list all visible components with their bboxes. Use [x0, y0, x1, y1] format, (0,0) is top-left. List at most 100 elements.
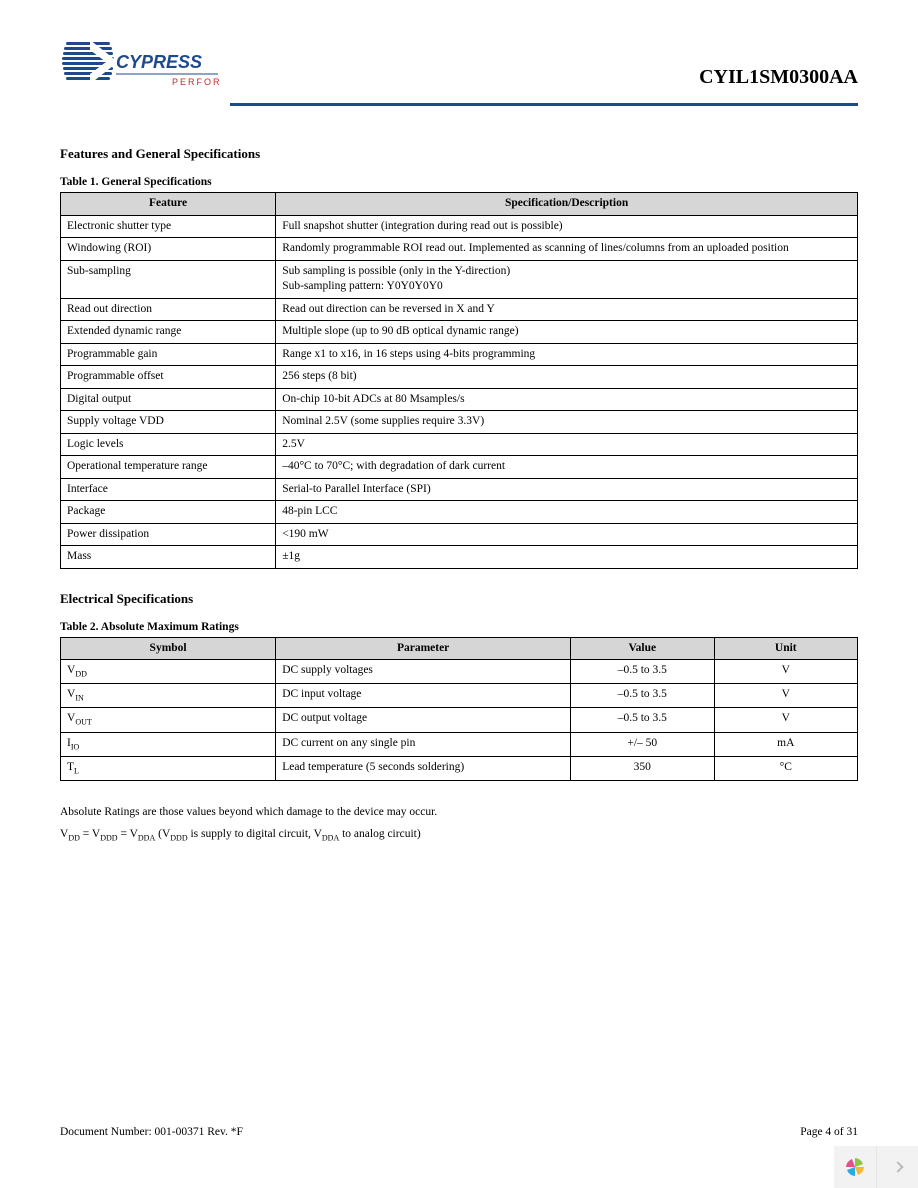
- table-row: InterfaceSerial-to Parallel Interface (S…: [61, 478, 858, 501]
- col-value: Value: [571, 637, 714, 660]
- table-header-row: Symbol Parameter Value Unit: [61, 637, 858, 660]
- table-row: Windowing (ROI)Randomly programmable ROI…: [61, 238, 858, 261]
- pinwheel-icon: [844, 1156, 866, 1178]
- cell-unit: V: [714, 660, 857, 684]
- part-number: CYIL1SM0300AA: [699, 66, 858, 95]
- cell-spec: ±1g: [276, 546, 858, 569]
- table-row: Programmable offset256 steps (8 bit): [61, 366, 858, 389]
- header-rule: [230, 103, 858, 106]
- cell-spec: Serial-to Parallel Interface (SPI): [276, 478, 858, 501]
- table1-caption: Table 1. General Specifications: [60, 176, 858, 188]
- cell-feature: Supply voltage VDD: [61, 411, 276, 434]
- cell-spec: 48-pin LCC: [276, 501, 858, 524]
- section-title-electrical: Electrical Specifications: [60, 591, 858, 607]
- cell-feature: Mass: [61, 546, 276, 569]
- col-parameter: Parameter: [276, 637, 571, 660]
- abs-ratings-note: Absolute Ratings are those values beyond…: [60, 803, 858, 821]
- doc-number: Document Number: 001-00371 Rev. *F: [60, 1126, 243, 1138]
- chevron-right-icon: [892, 1161, 903, 1172]
- table-row: VINDC input voltage–0.5 to 3.5V: [61, 684, 858, 708]
- table-row: Sub-samplingSub sampling is possible (on…: [61, 260, 858, 298]
- cell-spec: 2.5V: [276, 433, 858, 456]
- viewer-corner-widget: [834, 1146, 918, 1188]
- cell-feature: Interface: [61, 478, 276, 501]
- cell-value: –0.5 to 3.5: [571, 684, 714, 708]
- cell-spec: –40°C to 70°C; with degradation of dark …: [276, 456, 858, 479]
- table-row: Power dissipation<190 mW: [61, 523, 858, 546]
- cell-symbol: VDD: [61, 660, 276, 684]
- cell-value: –0.5 to 3.5: [571, 708, 714, 732]
- cell-feature: Electronic shutter type: [61, 215, 276, 238]
- cell-symbol: VIN: [61, 684, 276, 708]
- page-number: Page 4 of 31: [800, 1126, 858, 1138]
- cell-feature: Windowing (ROI): [61, 238, 276, 261]
- cell-spec: <190 mW: [276, 523, 858, 546]
- col-spec: Specification/Description: [276, 193, 858, 216]
- table-row: VDDDC supply voltages–0.5 to 3.5V: [61, 660, 858, 684]
- cell-feature: Programmable gain: [61, 343, 276, 366]
- cypress-logo: CYPRESS PERFORM: [60, 30, 220, 95]
- table-row: VOUTDC output voltage–0.5 to 3.5V: [61, 708, 858, 732]
- cell-feature: Read out direction: [61, 298, 276, 321]
- cell-spec: Sub sampling is possible (only in the Y-…: [276, 260, 858, 298]
- col-unit: Unit: [714, 637, 857, 660]
- cell-spec: Read out direction can be reversed in X …: [276, 298, 858, 321]
- logo-text-top: CYPRESS: [116, 52, 202, 72]
- cell-symbol: TL: [61, 756, 276, 780]
- cell-unit: V: [714, 708, 857, 732]
- table-row: IIODC current on any single pin+/– 50mA: [61, 732, 858, 756]
- logo-svg: CYPRESS PERFORM: [60, 30, 220, 95]
- col-symbol: Symbol: [61, 637, 276, 660]
- cell-spec: Multiple slope (up to 90 dB optical dyna…: [276, 321, 858, 344]
- cell-parameter: DC input voltage: [276, 684, 571, 708]
- cell-feature: Package: [61, 501, 276, 524]
- cell-unit: V: [714, 684, 857, 708]
- cell-spec: Nominal 2.5V (some supplies require 3.3V…: [276, 411, 858, 434]
- page-footer: Document Number: 001-00371 Rev. *F Page …: [60, 1126, 858, 1138]
- table-row: Digital outputOn-chip 10-bit ADCs at 80 …: [61, 388, 858, 411]
- cell-feature: Power dissipation: [61, 523, 276, 546]
- table-row: Logic levels2.5V: [61, 433, 858, 456]
- cell-spec: Full snapshot shutter (integration durin…: [276, 215, 858, 238]
- cell-spec: 256 steps (8 bit): [276, 366, 858, 389]
- cell-feature: Programmable offset: [61, 366, 276, 389]
- table-abs-max-ratings: Symbol Parameter Value Unit VDDDC supply…: [60, 637, 858, 781]
- cell-symbol: IIO: [61, 732, 276, 756]
- cell-parameter: DC current on any single pin: [276, 732, 571, 756]
- table-row: TLLead temperature (5 seconds soldering)…: [61, 756, 858, 780]
- viewer-logo-tile[interactable]: [834, 1146, 876, 1188]
- table-header-row: Feature Specification/Description: [61, 193, 858, 216]
- cell-unit: mA: [714, 732, 857, 756]
- cell-value: +/– 50: [571, 732, 714, 756]
- table-row: Supply voltage VDDNominal 2.5V (some sup…: [61, 411, 858, 434]
- cell-symbol: VOUT: [61, 708, 276, 732]
- cell-parameter: DC output voltage: [276, 708, 571, 732]
- table-row: Operational temperature range–40°C to 70…: [61, 456, 858, 479]
- table-row: Programmable gainRange x1 to x16, in 16 …: [61, 343, 858, 366]
- page: CYPRESS PERFORM CYIL1SM0300AA Features a…: [0, 0, 918, 1188]
- table-row: Electronic shutter typeFull snapshot shu…: [61, 215, 858, 238]
- table-row: Read out directionRead out direction can…: [61, 298, 858, 321]
- table-row: Mass±1g: [61, 546, 858, 569]
- cell-spec: Randomly programmable ROI read out. Impl…: [276, 238, 858, 261]
- cell-parameter: Lead temperature (5 seconds soldering): [276, 756, 571, 780]
- cell-feature: Logic levels: [61, 433, 276, 456]
- cell-value: –0.5 to 3.5: [571, 660, 714, 684]
- cell-feature: Sub-sampling: [61, 260, 276, 298]
- table2-caption: Table 2. Absolute Maximum Ratings: [60, 621, 858, 633]
- col-feature: Feature: [61, 193, 276, 216]
- cell-spec: Range x1 to x16, in 16 steps using 4-bit…: [276, 343, 858, 366]
- cell-parameter: DC supply voltages: [276, 660, 571, 684]
- cell-feature: Operational temperature range: [61, 456, 276, 479]
- cell-value: 350: [571, 756, 714, 780]
- page-header: CYPRESS PERFORM CYIL1SM0300AA: [60, 30, 858, 95]
- section-title-features: Features and General Specifications: [60, 146, 858, 162]
- table-row: Package48-pin LCC: [61, 501, 858, 524]
- table-general-specs: Feature Specification/Description Electr…: [60, 192, 858, 569]
- cell-feature: Extended dynamic range: [61, 321, 276, 344]
- vdd-equation-note: VDD = VDDD = VDDA (VDDD is supply to dig…: [60, 825, 858, 845]
- cell-spec: On-chip 10-bit ADCs at 80 Msamples/s: [276, 388, 858, 411]
- cell-unit: °C: [714, 756, 857, 780]
- viewer-next-button[interactable]: [876, 1146, 918, 1188]
- logo-text-bottom: PERFORM: [172, 77, 220, 87]
